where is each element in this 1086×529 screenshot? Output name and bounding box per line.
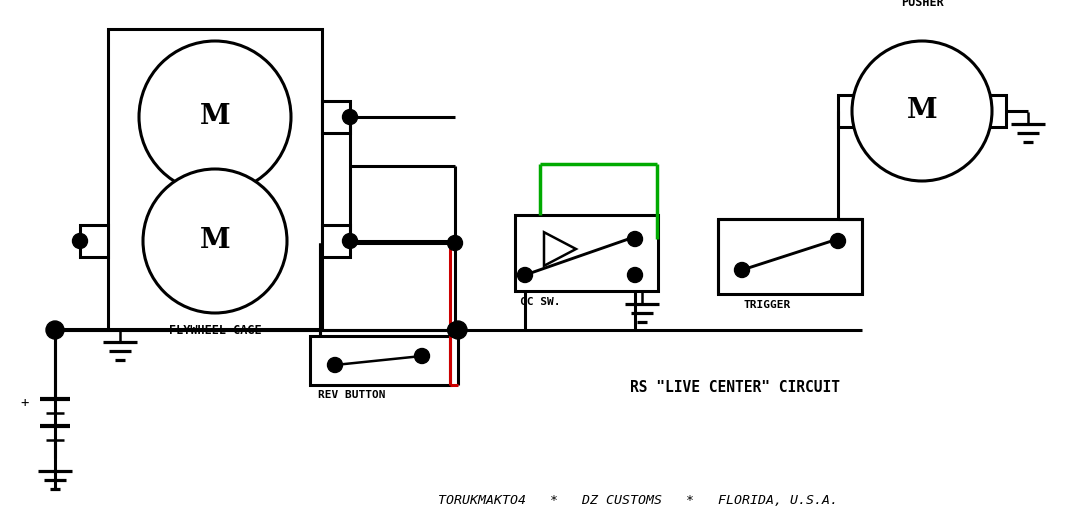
Circle shape (447, 323, 463, 338)
Text: M: M (200, 227, 230, 254)
Bar (868, 75, 976, 148)
Circle shape (46, 321, 64, 339)
Circle shape (518, 268, 532, 282)
Bar (80, 225, 108, 257)
Bar (108, 29, 323, 329)
Circle shape (831, 233, 846, 249)
Bar (155, 77, 275, 157)
Bar (310, 336, 450, 385)
Circle shape (342, 110, 357, 124)
Bar (838, 95, 866, 127)
Circle shape (73, 233, 88, 249)
Text: CC SW.: CC SW. (520, 297, 560, 307)
Circle shape (415, 349, 429, 363)
Circle shape (328, 358, 342, 372)
Circle shape (628, 268, 643, 282)
Circle shape (447, 235, 463, 251)
Circle shape (143, 169, 287, 313)
Text: FLYWHEEL CAGE: FLYWHEEL CAGE (168, 324, 262, 337)
Circle shape (449, 321, 467, 339)
Bar (323, 225, 350, 257)
Circle shape (628, 232, 643, 247)
Bar (515, 215, 658, 291)
Circle shape (734, 262, 749, 278)
Text: M: M (907, 97, 937, 124)
Bar (718, 219, 862, 294)
Text: TRIGGER: TRIGGER (743, 300, 791, 310)
Bar (159, 204, 272, 278)
Text: +: + (21, 396, 29, 410)
Text: REV BUTTON: REV BUTTON (318, 390, 386, 400)
Bar (978, 95, 1006, 127)
Text: TORUKMAKTO4   *   DZ CUSTOMS   *   FLORIDA, U.S.A.: TORUKMAKTO4 * DZ CUSTOMS * FLORIDA, U.S.… (438, 495, 838, 507)
Text: M: M (200, 104, 230, 131)
Text: PUSHER: PUSHER (900, 0, 944, 10)
Circle shape (342, 233, 357, 249)
Circle shape (139, 41, 291, 193)
Circle shape (853, 41, 992, 181)
Bar (323, 101, 350, 133)
Text: RS "LIVE CENTER" CIRCUIT: RS "LIVE CENTER" CIRCUIT (630, 379, 839, 395)
